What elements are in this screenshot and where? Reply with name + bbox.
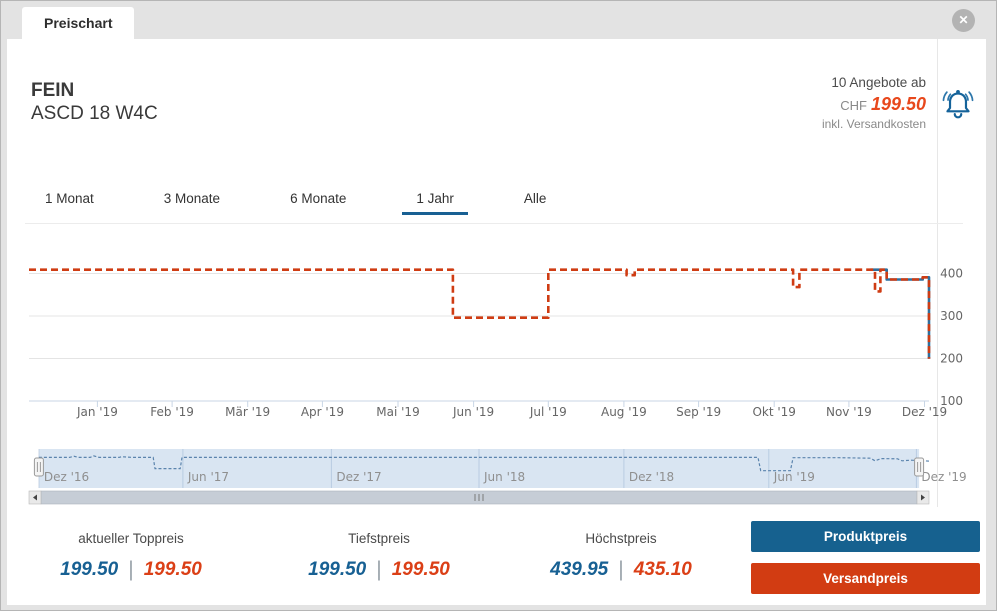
- y-axis-label: 200: [940, 352, 963, 366]
- stat-current-top-price: aktueller Toppreis 199.50 | 199.50: [21, 531, 241, 582]
- range-tab-1-monat[interactable]: 1 Monat: [45, 191, 94, 206]
- stat-separator: |: [618, 558, 624, 581]
- stat-shipping-value: 199.50: [143, 559, 202, 580]
- navigator-series: [38, 455, 930, 472]
- navigator-label: Dez '16: [44, 470, 89, 484]
- x-axis-label: Mai '19: [376, 405, 419, 419]
- stat-shipping-value: 435.10: [633, 559, 692, 580]
- tabs-divider: [25, 223, 963, 224]
- shipping-note: inkl. Versandkosten: [821, 117, 926, 131]
- close-icon: ✕: [958, 13, 969, 27]
- navigator-label: Dez '19: [921, 470, 966, 484]
- x-axis-label: Apr '19: [301, 405, 344, 419]
- stat-product-value: 199.50: [308, 559, 367, 580]
- stat-label: Höchstpreis: [585, 531, 657, 546]
- arrow-right-icon: [921, 494, 925, 501]
- stat-highest-price: Höchstpreis 439.95 | 435.10: [511, 531, 731, 582]
- range-tabs: 1 Monat 3 Monate 6 Monate 1 Jahr Alle: [31, 191, 560, 215]
- price-currency: CHF: [840, 98, 867, 113]
- navigator-label: Jun '17: [187, 470, 229, 484]
- product-title: FEIN ASCD 18 W4C: [31, 79, 158, 125]
- range-tab-1-jahr[interactable]: 1 Jahr: [402, 191, 468, 215]
- price-alert-bell-icon[interactable]: [939, 83, 977, 125]
- produktpreis-button[interactable]: Produktpreis: [751, 521, 980, 552]
- series-produktpreis: [870, 268, 931, 359]
- arrow-left-icon: [33, 494, 37, 501]
- y-axis-label: 100: [940, 394, 963, 408]
- x-axis-label: Feb '19: [150, 405, 194, 419]
- range-tab-3-monate[interactable]: 3 Monate: [163, 191, 221, 206]
- stat-separator: |: [128, 558, 134, 581]
- range-tab-alle[interactable]: Alle: [523, 191, 547, 206]
- stat-label: aktueller Toppreis: [78, 531, 184, 546]
- x-axis-label: Jan '19: [76, 405, 118, 419]
- series-versandpreis: [29, 268, 931, 359]
- y-axis-label: 300: [940, 309, 963, 323]
- x-axis-label: Sep '19: [676, 405, 721, 419]
- x-axis-label: Okt '19: [752, 405, 795, 419]
- x-axis-label: Dez '19: [902, 405, 947, 419]
- stat-product-value: 439.95: [550, 559, 609, 580]
- stat-label: Tiefstpreis: [348, 531, 410, 546]
- navigator-handle-left[interactable]: [33, 457, 44, 477]
- x-axis-label: Jul '19: [529, 405, 567, 419]
- tab-label: Preischart: [44, 15, 113, 31]
- product-model: ASCD 18 W4C: [31, 103, 158, 124]
- product-brand: FEIN: [31, 80, 75, 101]
- close-button[interactable]: ✕: [952, 9, 975, 32]
- x-axis-label: Mär '19: [225, 405, 270, 419]
- stat-shipping-value: 199.50: [391, 559, 450, 580]
- tab-preischart[interactable]: Preischart: [22, 7, 135, 39]
- navigator-label: Jun '18: [483, 470, 525, 484]
- current-price: 199.50: [870, 94, 926, 114]
- x-axis-label: Aug '19: [601, 405, 647, 419]
- x-axis-label: Nov '19: [826, 405, 872, 419]
- right-divider: [937, 39, 938, 507]
- navigator-label: Dez '17: [336, 470, 381, 484]
- stat-lowest-price: Tiefstpreis 199.50 | 199.50: [269, 531, 489, 582]
- y-axis-label: 400: [940, 267, 963, 281]
- versandpreis-button[interactable]: Versandpreis: [751, 563, 980, 594]
- stat-product-value: 199.50: [60, 559, 119, 580]
- x-axis-label: Jun '19: [452, 405, 494, 419]
- stat-separator: |: [376, 558, 382, 581]
- offer-summary: 10 Angebote ab CHF 199.50 inkl. Versandko…: [822, 75, 926, 131]
- offer-count: 10 Angebote ab: [831, 75, 926, 90]
- range-tab-6-monate[interactable]: 6 Monate: [290, 191, 347, 206]
- price-chart-modal: FEIN ASCD 18 W4C 10 Angebote ab CHF 199.5…: [7, 39, 986, 605]
- navigator-mask[interactable]: [38, 449, 920, 488]
- price-chart: Jan '19 Feb '19 Mär '19 Apr '19 Mai '19 Jun '…: [28, 267, 967, 505]
- navigator-handle-right[interactable]: [914, 457, 925, 477]
- navigator-label: Jun '19: [773, 470, 815, 484]
- navigator-label: Dez '18: [629, 470, 674, 484]
